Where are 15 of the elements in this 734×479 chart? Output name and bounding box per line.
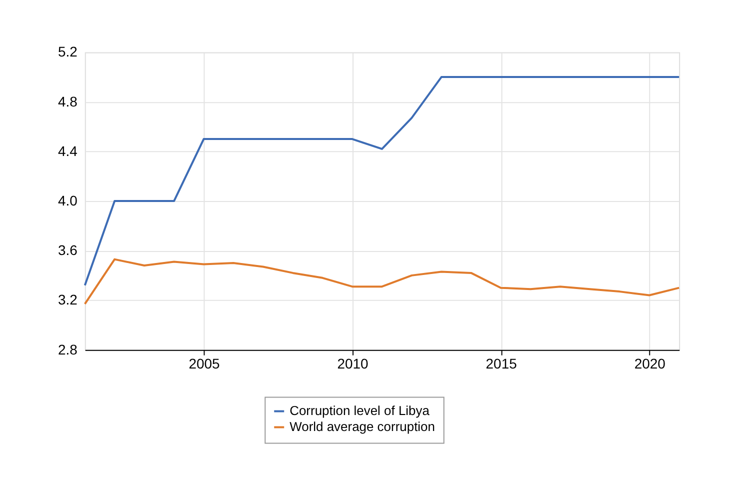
y-tick-label: 2.8: [58, 341, 78, 358]
line-series: [84, 76, 680, 286]
y-tick-label: 4.4: [58, 142, 78, 159]
x-tick-label: 2015: [486, 355, 518, 372]
y-tick-label: 4.0: [58, 192, 78, 209]
y-tick-label: 4.8: [58, 93, 78, 110]
x-tick-label: 2005: [188, 355, 220, 372]
x-tick-label: 2020: [634, 355, 666, 372]
y-tick-label: 3.2: [58, 292, 78, 308]
legend-label: Corruption level of Libya: [290, 403, 430, 418]
legend-label: World average corruption: [290, 419, 435, 434]
x-tick-label: 2010: [337, 355, 369, 372]
y-tick-label: 5.2: [58, 44, 78, 60]
y-tick-label: 3.6: [58, 242, 78, 258]
line-series: [84, 258, 680, 305]
